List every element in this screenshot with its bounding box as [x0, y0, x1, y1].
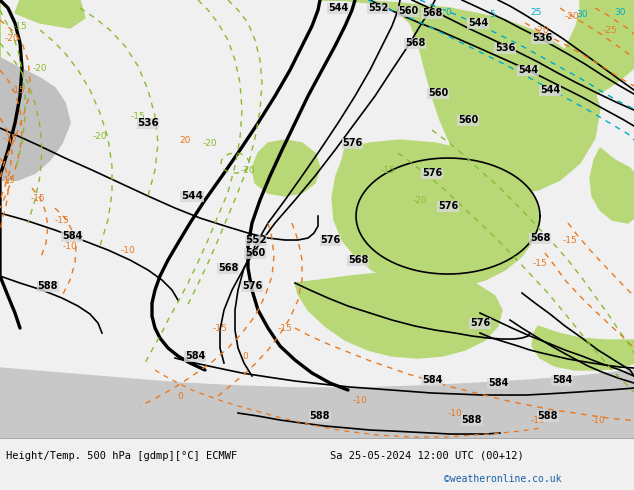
- Text: 552: 552: [368, 3, 388, 13]
- Text: -15: -15: [13, 22, 27, 30]
- Text: -20: -20: [534, 25, 549, 34]
- Text: 576: 576: [342, 138, 362, 148]
- Polygon shape: [295, 273, 502, 358]
- Text: 560: 560: [245, 248, 265, 258]
- Text: 576: 576: [422, 168, 442, 178]
- Text: -10: -10: [591, 416, 605, 424]
- Text: -15: -15: [3, 134, 17, 143]
- Text: -15: -15: [131, 112, 145, 121]
- Text: -15: -15: [278, 323, 292, 333]
- Text: 576: 576: [242, 281, 262, 291]
- Text: 30: 30: [614, 8, 626, 17]
- Text: 536: 536: [137, 118, 159, 128]
- Text: 560: 560: [428, 88, 448, 98]
- Text: -15: -15: [212, 323, 228, 333]
- Text: 544: 544: [468, 18, 488, 28]
- Text: 536: 536: [532, 33, 552, 43]
- Polygon shape: [332, 140, 540, 288]
- Text: 25: 25: [530, 8, 541, 17]
- Text: 576: 576: [438, 201, 458, 211]
- Text: 544: 544: [540, 85, 560, 95]
- Text: ©weatheronline.co.uk: ©weatheronline.co.uk: [444, 474, 561, 484]
- Text: -20: -20: [413, 196, 427, 204]
- Text: 576: 576: [470, 318, 490, 328]
- Text: -15: -15: [11, 86, 25, 95]
- Text: 552: 552: [245, 235, 267, 245]
- Text: 560: 560: [398, 6, 418, 16]
- Text: 568: 568: [348, 255, 368, 265]
- Polygon shape: [590, 148, 634, 223]
- Text: 536: 536: [495, 43, 515, 53]
- Text: 576: 576: [320, 235, 340, 245]
- Text: 544: 544: [181, 191, 203, 201]
- Polygon shape: [252, 140, 320, 196]
- Text: 588: 588: [38, 281, 58, 291]
- Text: 5: 5: [489, 10, 495, 19]
- Text: -15: -15: [55, 216, 69, 224]
- Text: 584: 584: [422, 375, 442, 385]
- Text: 0: 0: [445, 8, 451, 17]
- Text: -10: -10: [63, 242, 77, 250]
- Text: -20: -20: [33, 64, 48, 73]
- Text: -20: -20: [4, 33, 19, 43]
- Polygon shape: [0, 368, 634, 438]
- Text: -10: -10: [120, 245, 136, 254]
- Text: 584: 584: [185, 351, 205, 361]
- Text: -25: -25: [603, 25, 618, 34]
- Text: 560: 560: [458, 115, 478, 125]
- Text: 568: 568: [422, 8, 442, 18]
- Text: 584: 584: [61, 231, 82, 241]
- Text: -15: -15: [1, 175, 15, 185]
- Polygon shape: [532, 326, 634, 370]
- Text: -10: -10: [353, 395, 367, 405]
- Text: -15: -15: [30, 194, 46, 202]
- Text: 544: 544: [328, 3, 348, 13]
- Text: -15: -15: [562, 236, 578, 245]
- Text: -20: -20: [203, 139, 217, 147]
- Text: 568: 568: [530, 233, 550, 243]
- Text: -20: -20: [93, 131, 107, 141]
- Text: 588: 588: [538, 411, 559, 421]
- Text: 0: 0: [177, 392, 183, 400]
- Polygon shape: [0, 58, 70, 180]
- Text: -20: -20: [241, 166, 256, 174]
- Text: Sa 25-05-2024 12:00 UTC (00+12): Sa 25-05-2024 12:00 UTC (00+12): [330, 451, 524, 461]
- Text: -10: -10: [448, 409, 462, 417]
- Polygon shape: [15, 0, 85, 28]
- Text: 568: 568: [218, 263, 238, 273]
- Text: -20: -20: [565, 12, 579, 21]
- Text: Height/Temp. 500 hPa [gdmp][°C] ECMWF: Height/Temp. 500 hPa [gdmp][°C] ECMWF: [6, 451, 238, 461]
- Text: 30: 30: [576, 10, 588, 19]
- Text: 584: 584: [552, 375, 573, 385]
- Polygon shape: [558, 0, 634, 100]
- Text: 588: 588: [310, 411, 330, 421]
- Text: 584: 584: [488, 378, 508, 388]
- Text: 588: 588: [462, 415, 482, 425]
- Text: -15: -15: [380, 166, 396, 174]
- Text: 20: 20: [179, 136, 191, 145]
- Polygon shape: [320, 0, 600, 193]
- Polygon shape: [0, 0, 70, 180]
- Text: -15: -15: [533, 259, 547, 268]
- Text: 544: 544: [518, 65, 538, 75]
- Text: -10: -10: [531, 416, 545, 424]
- Text: 568: 568: [405, 38, 425, 48]
- Text: 0: 0: [242, 351, 248, 361]
